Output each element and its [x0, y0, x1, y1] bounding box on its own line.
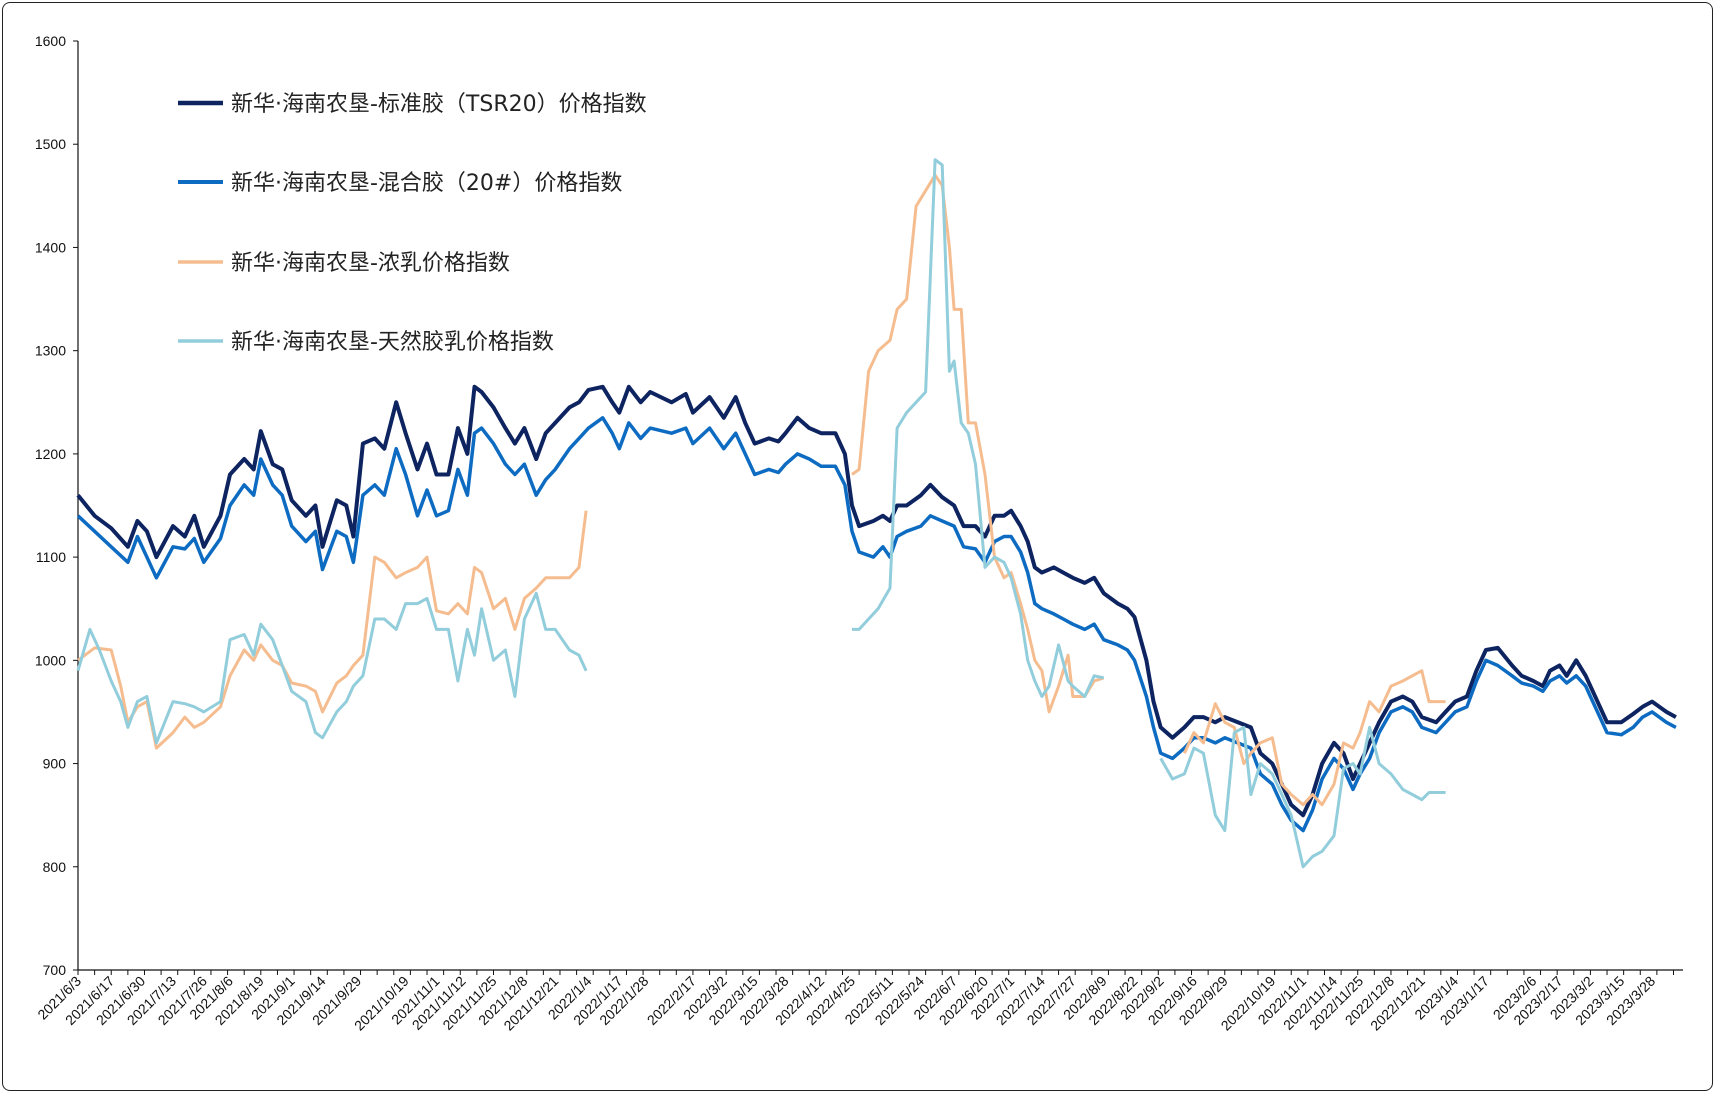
y-tick-label: 900 [43, 756, 67, 772]
y-tick-label: 1600 [35, 33, 66, 49]
legend-item: 新华·海南农垦-混合胶（20#）价格指数 [178, 171, 622, 196]
y-tick-label: 1400 [35, 239, 66, 255]
series-2 [76, 416, 1677, 833]
series-line [851, 173, 1105, 714]
legend-item: 新华·海南农垦-浓乳价格指数 [178, 251, 510, 276]
y-tick-label: 1300 [35, 343, 66, 359]
series-1 [76, 384, 1677, 818]
series-3 [77, 173, 1446, 807]
series-line [1183, 669, 1446, 807]
y-tick-label: 800 [43, 859, 67, 875]
series-line [852, 158, 1105, 698]
y-tick-label: 700 [43, 962, 67, 978]
legend-label: 新华·海南农垦-混合胶（20#）价格指数 [231, 171, 622, 196]
legend-label: 新华·海南农垦-标准胶（TSR20）价格指数 [231, 92, 647, 117]
y-tick-label: 1000 [35, 652, 66, 668]
series-line [76, 384, 1677, 818]
y-tick-label: 1100 [36, 549, 66, 565]
y-tick-label: 1200 [35, 446, 66, 462]
legend-label: 新华·海南农垦-天然胶乳价格指数 [231, 330, 554, 355]
series-line [76, 416, 1677, 833]
series-4 [76, 158, 1446, 869]
legend-item: 新华·海南农垦-标准胶（TSR20）价格指数 [178, 92, 647, 117]
series-line [1159, 725, 1446, 869]
legend-item: 新华·海南农垦-天然胶乳价格指数 [178, 330, 554, 355]
y-tick-label: 1500 [35, 136, 66, 152]
series-line [77, 510, 588, 750]
series-line [76, 591, 588, 745]
legend-label: 新华·海南农垦-浓乳价格指数 [231, 251, 510, 276]
